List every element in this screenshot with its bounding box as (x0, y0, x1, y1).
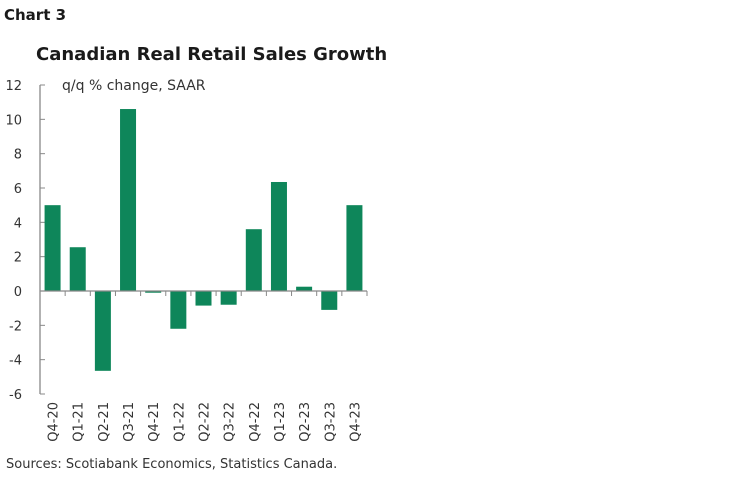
bar (170, 291, 187, 329)
chart-number-label: Chart 3 (4, 6, 67, 24)
x-tick-label: Q3-22 (223, 402, 238, 442)
x-tick-label: Q3-23 (323, 402, 338, 442)
bar (145, 291, 162, 293)
x-tick-label: Q1-22 (172, 402, 187, 442)
x-tick-label: Q2-21 (97, 402, 112, 442)
y-tick-label: -6 (9, 388, 22, 403)
y-tick-label: 12 (5, 79, 22, 94)
chart-title: Canadian Real Retail Sales Growth (36, 44, 388, 65)
x-tick-label: Q1-21 (72, 402, 87, 442)
bar (69, 247, 86, 291)
y-tick-label: 0 (14, 285, 22, 300)
y-tick-label: 2 (14, 251, 22, 266)
bar (296, 286, 313, 291)
y-tick-label: -2 (9, 319, 22, 334)
x-tick-label: Q2-23 (298, 402, 313, 442)
x-tick-label: Q2-22 (198, 402, 213, 442)
bar (195, 291, 212, 306)
y-tick-label: 6 (14, 182, 22, 197)
x-tick-label: Q1-23 (273, 402, 288, 442)
bar (120, 109, 137, 292)
y-tick-label: 8 (14, 148, 22, 163)
x-tick-label: Q4-23 (348, 402, 363, 442)
y-tick-label: 4 (14, 216, 22, 231)
bar (94, 291, 111, 371)
x-tick-label: Q4-22 (248, 402, 263, 442)
bar (44, 205, 61, 291)
y-tick-label: -4 (9, 354, 22, 369)
y-axis-label: q/q % change, SAAR (62, 78, 206, 94)
source-note: Sources: Scotiabank Economics, Statistic… (6, 457, 338, 472)
y-tick-label: 10 (5, 113, 22, 128)
bar (321, 291, 338, 310)
x-tick-label: Q3-21 (122, 402, 137, 442)
bar (220, 291, 237, 305)
bar (245, 229, 262, 291)
bar (346, 205, 363, 291)
x-tick-label: Q4-21 (147, 402, 162, 442)
x-tick-label: Q4-20 (47, 402, 62, 442)
bar (270, 181, 287, 291)
